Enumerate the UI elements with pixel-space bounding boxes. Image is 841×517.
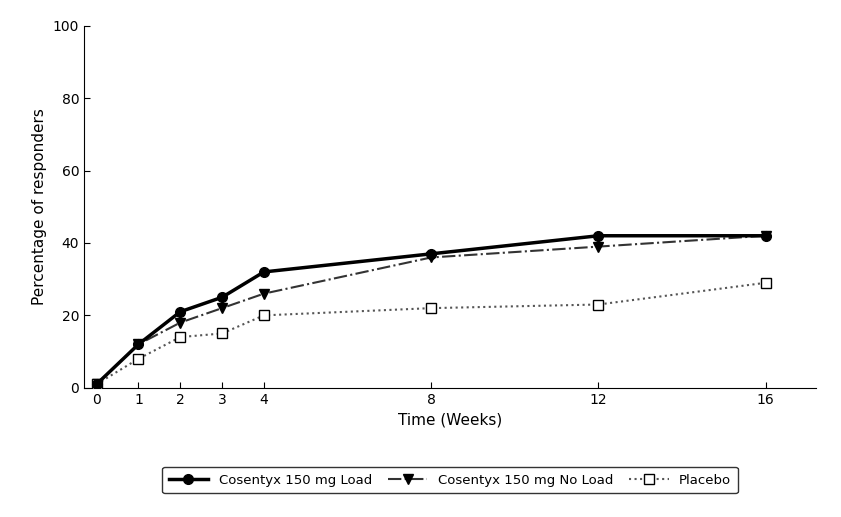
Placebo [134, 356, 144, 362]
Cosentyx 150 mg No Load [259, 291, 269, 297]
Cosentyx 150 mg No Load [134, 341, 144, 347]
Cosentyx 150 mg No Load [92, 381, 102, 387]
Cosentyx 150 mg No Load [593, 244, 603, 250]
Placebo [426, 305, 436, 311]
Cosentyx 150 mg Load [134, 341, 144, 347]
Cosentyx 150 mg Load [217, 294, 227, 300]
Y-axis label: Percentage of responders: Percentage of responders [32, 109, 47, 305]
Cosentyx 150 mg No Load [426, 254, 436, 261]
Placebo [760, 280, 770, 286]
Cosentyx 150 mg Load [593, 233, 603, 239]
Cosentyx 150 mg Load [175, 309, 185, 315]
Cosentyx 150 mg No Load [217, 305, 227, 311]
Line: Placebo: Placebo [92, 278, 770, 389]
Placebo [217, 330, 227, 337]
Cosentyx 150 mg Load [760, 233, 770, 239]
Placebo [175, 334, 185, 340]
Cosentyx 150 mg Load [426, 251, 436, 257]
Cosentyx 150 mg Load [259, 269, 269, 275]
Line: Cosentyx 150 mg Load: Cosentyx 150 mg Load [92, 231, 770, 389]
X-axis label: Time (Weeks): Time (Weeks) [398, 412, 502, 427]
Line: Cosentyx 150 mg No Load: Cosentyx 150 mg No Load [92, 231, 770, 389]
Placebo [92, 381, 102, 387]
Placebo [593, 301, 603, 308]
Cosentyx 150 mg No Load [760, 233, 770, 239]
Cosentyx 150 mg Load [92, 381, 102, 387]
Legend: Cosentyx 150 mg Load, Cosentyx 150 mg No Load, Placebo: Cosentyx 150 mg Load, Cosentyx 150 mg No… [162, 467, 738, 493]
Placebo [259, 312, 269, 318]
Cosentyx 150 mg No Load [175, 320, 185, 326]
